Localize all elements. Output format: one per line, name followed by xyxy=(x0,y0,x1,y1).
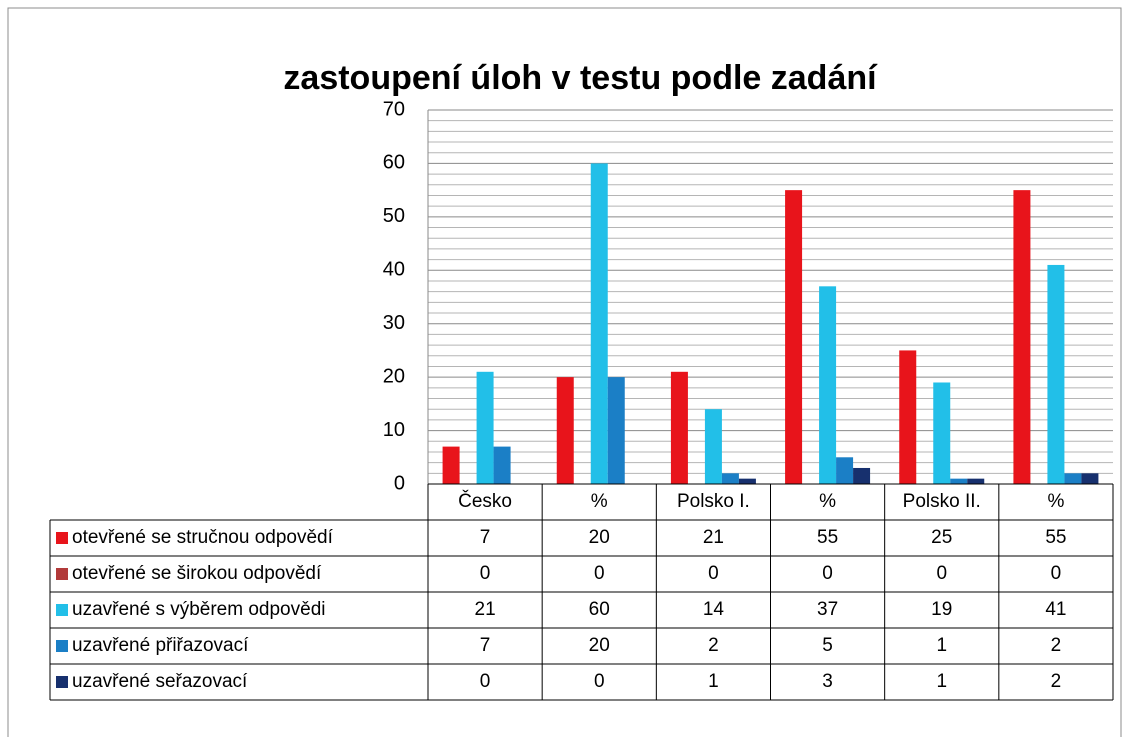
legend-key xyxy=(56,676,68,688)
table-cell: 5 xyxy=(822,635,833,656)
table-cell: 55 xyxy=(817,527,838,548)
table-cell: 1 xyxy=(936,671,947,692)
legend-key xyxy=(56,532,68,544)
y-tick-label: 50 xyxy=(383,205,405,227)
x-tick-label: Polsko II. xyxy=(903,491,981,512)
y-tick-label: 40 xyxy=(383,259,405,281)
y-tick-label: 10 xyxy=(383,419,405,441)
legend-label: uzavřené seřazovací xyxy=(72,671,248,692)
table-cell: 2 xyxy=(1051,635,1062,656)
y-tick-label: 30 xyxy=(383,312,405,334)
table-cell: 3 xyxy=(822,671,833,692)
table-cell: 20 xyxy=(589,527,610,548)
table-cell: 14 xyxy=(703,599,725,620)
table-cell: 0 xyxy=(1051,563,1062,584)
table-cell: 0 xyxy=(480,563,491,584)
legend-label: otevřené se stručnou odpovědí xyxy=(72,527,334,548)
table-cell: 25 xyxy=(931,527,952,548)
table-cell: 0 xyxy=(708,563,719,584)
bar xyxy=(442,446,460,484)
legend-label: otevřené se širokou odpovědí xyxy=(72,563,322,584)
table-cell: 41 xyxy=(1045,599,1066,620)
bar xyxy=(933,382,951,484)
chart-border xyxy=(7,7,1122,742)
table-cell: 1 xyxy=(936,635,947,656)
x-tick-label: Polsko I. xyxy=(677,491,750,512)
legend-key xyxy=(56,604,68,616)
y-tick-label: 0 xyxy=(394,472,405,494)
bar xyxy=(819,286,837,484)
bar xyxy=(704,409,722,484)
table-cell: 60 xyxy=(589,599,610,620)
table-cell: 0 xyxy=(594,671,605,692)
table-cell: 0 xyxy=(594,563,605,584)
y-tick-label: 20 xyxy=(383,365,405,387)
table-cell: 7 xyxy=(480,635,491,656)
bar xyxy=(556,377,574,484)
table-cell: 55 xyxy=(1045,527,1066,548)
x-tick-label: % xyxy=(819,491,836,512)
bar xyxy=(1013,190,1031,484)
table-cell: 7 xyxy=(480,527,491,548)
bar xyxy=(836,457,854,484)
table-cell: 21 xyxy=(703,527,724,548)
legend-label: uzavřené s výběrem odpovědi xyxy=(72,599,325,620)
bar xyxy=(493,446,511,484)
table-cell: 0 xyxy=(480,671,491,692)
x-tick-label: Česko xyxy=(458,490,512,512)
y-tick-label: 60 xyxy=(383,152,405,174)
x-tick-label: % xyxy=(591,491,608,512)
table-cell: 1 xyxy=(708,671,719,692)
table-cell: 0 xyxy=(936,563,947,584)
bar xyxy=(1064,473,1082,484)
bar xyxy=(853,467,871,484)
table-cell: 21 xyxy=(475,599,496,620)
legend-label: uzavřené přiřazovací xyxy=(72,635,249,656)
table-cell: 19 xyxy=(931,599,952,620)
chart-title: zastoupení úloh v testu podle zadání xyxy=(283,59,878,97)
bar xyxy=(1047,264,1065,484)
bar xyxy=(1081,473,1099,484)
table-cell: 2 xyxy=(1051,671,1062,692)
bar xyxy=(721,473,739,484)
legend-key xyxy=(56,568,68,580)
bar xyxy=(476,371,494,484)
table-cell: 0 xyxy=(822,563,833,584)
table-cell: 2 xyxy=(708,635,719,656)
bar xyxy=(785,190,803,484)
bar xyxy=(590,163,608,484)
x-tick-label: % xyxy=(1047,491,1064,512)
bar xyxy=(967,478,985,484)
table-cell: 37 xyxy=(817,599,838,620)
bar xyxy=(670,371,688,484)
table-cell: 20 xyxy=(589,635,610,656)
y-tick-label: 70 xyxy=(383,98,405,120)
bar xyxy=(899,350,917,484)
legend-key xyxy=(56,640,68,652)
bar xyxy=(950,478,968,484)
bar xyxy=(607,377,625,484)
bar xyxy=(738,478,756,484)
